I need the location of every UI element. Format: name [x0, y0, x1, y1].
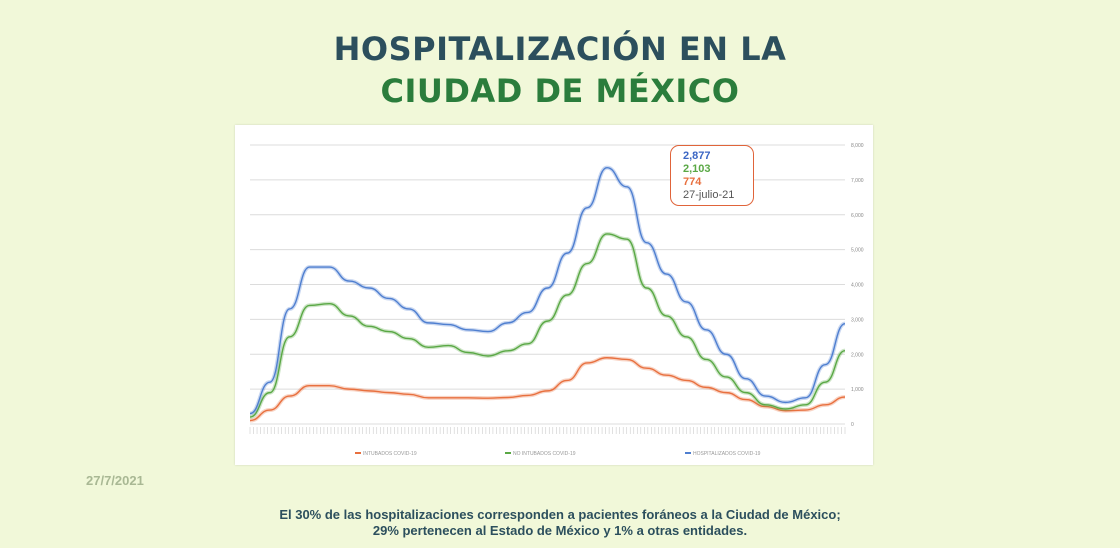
y-tick-label: 7,000 [851, 178, 864, 184]
y-tick-label: 2,000 [851, 352, 864, 358]
series-line-no-intubados-covid-19 [249, 233, 846, 418]
series-line-intubados-covid-19 [249, 357, 846, 422]
chart-card: 0 1,000 2,000 3,000 4,000 5,000 6,000 7,000 8,00… [235, 125, 873, 465]
title-line-2: CIUDAD DE MÉXICO [380, 72, 740, 110]
line-chart: 0 1,000 2,000 3,000 4,000 5,000 6,000 7,000 8,00… [249, 143, 864, 457]
footer-line-2: 29% pertenecen al Estado de México y 1% … [372, 523, 748, 538]
callout-hospitalizados: 2,877 [683, 150, 711, 162]
y-tick-label: 0 [851, 422, 854, 428]
legend-label: HOSPITALIZADOS COVID-19 [693, 451, 761, 457]
y-tick-label: 1,000 [851, 387, 864, 393]
latest-values-callout: 2,877 2,103 774 27-julio-21 [670, 145, 754, 206]
series-band-2 [249, 165, 846, 416]
y-tick-label: 3,000 [851, 317, 864, 323]
slide-date: 27/7/2021 [86, 473, 144, 488]
callout-date: 27-julio-21 [683, 189, 735, 201]
y-tick-label: 8,000 [851, 143, 864, 149]
legend-label: INTUBADOS COVID-19 [363, 451, 417, 457]
footer-line-1: El 30% de las hospitalizaciones correspo… [279, 507, 841, 522]
legend-label: NO INTUBADOS COVID-19 [513, 451, 576, 457]
y-tick-label: 5,000 [851, 248, 864, 254]
series-line-hospitalizados-covid-19 [249, 166, 846, 415]
callout-intubados: 774 [683, 176, 702, 188]
title-line-1: HOSPITALIZACIÓN EN LA [333, 30, 787, 68]
callout-no-intubados: 2,103 [683, 163, 711, 175]
footer-note: El 30% de las hospitalizaciones correspo… [0, 507, 1120, 539]
y-tick-label: 6,000 [851, 213, 864, 219]
y-tick-label: 4,000 [851, 283, 864, 289]
